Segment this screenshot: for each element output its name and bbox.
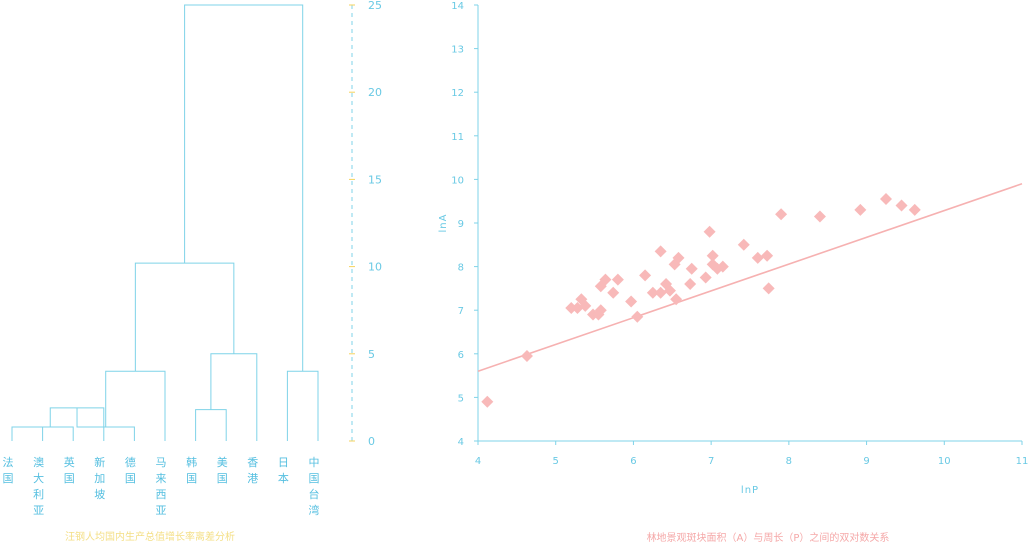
dendrogram-branch (105, 370, 166, 441)
scatter-point (670, 293, 683, 306)
scatter-point (672, 251, 685, 264)
scatter-chart: 4 5 6 7 8 9 10 11 4 5 6 7 8 9 10 11 12 13 14 lnP lnA 林地景观… (438, 1, 1028, 544)
scatter-point (646, 286, 659, 299)
scatter-point (706, 249, 719, 262)
scatter-x-tick-label: 6 (630, 456, 636, 467)
scatter-point (631, 310, 644, 323)
dendrogram-branch (210, 353, 258, 441)
scatter-x-tick-label: 4 (475, 456, 481, 467)
dendrogram-tick-label: 5 (368, 348, 375, 361)
scatter-point (751, 251, 764, 264)
scatter-point (654, 286, 667, 299)
dendrogram-leaf-label: 韩国 (186, 455, 197, 485)
dendrogram-leaf-label: 马来西亚 (156, 456, 167, 517)
dendrogram-leaf-label: 英国 (64, 455, 75, 485)
scatter-x-ticks: 4 5 6 7 8 9 10 11 (475, 441, 1029, 467)
scatter-y-tick-label: 14 (451, 1, 464, 12)
dendrogram-leaf-label: 香港 (247, 456, 258, 485)
scatter-x-tick-label: 7 (708, 456, 714, 467)
scatter-point (703, 225, 716, 238)
dendrogram-leaf-label: 德国 (125, 455, 136, 485)
scatter-point (762, 282, 775, 295)
scatter-x-tick-label: 8 (786, 456, 792, 467)
dendrogram-leaf-label: 美国 (217, 456, 228, 485)
dendrogram-caption: 汪钢人均国内生产总值增长率离差分析 (65, 530, 235, 543)
scatter-y-tick-label: 9 (458, 219, 464, 230)
scatter-y-tick-label: 12 (451, 88, 464, 99)
scatter-x-tick-label: 11 (1016, 456, 1029, 467)
scatter-x-tick-label: 10 (938, 456, 951, 467)
scatter-x-tick-label: 5 (553, 456, 559, 467)
scatter-point (654, 245, 667, 258)
scatter-points (481, 193, 921, 408)
scatter-point (880, 193, 892, 206)
scatter-point (684, 278, 697, 291)
scatter-point (813, 210, 826, 223)
dendrogram-tick-label: 15 (368, 173, 382, 186)
scatter-point (685, 262, 698, 275)
scatter-point (639, 269, 652, 282)
dendrogram-leaf-label: 法国 (3, 455, 14, 485)
dendrogram-tick-label: 10 (368, 261, 382, 274)
scatter-point (699, 271, 712, 284)
scatter-point (663, 284, 676, 297)
scatter-x-axis-title: lnP (741, 485, 759, 496)
scatter-point (737, 238, 750, 251)
dendrogram-tick-label: 25 (368, 0, 382, 12)
dendrogram-tick-label: 20 (368, 86, 382, 99)
scatter-y-ticks: 4 5 6 7 8 9 10 11 12 13 14 (451, 1, 478, 448)
scatter-point (607, 286, 620, 299)
scatter-y-tick-label: 4 (458, 437, 464, 448)
dendrogram-branch (195, 409, 227, 441)
dendrogram-leaf-label: 中国台湾 (309, 456, 320, 517)
dendrogram-ticks: 0 5 10 15 20 25 (349, 0, 382, 448)
scatter-y-tick-label: 7 (458, 306, 464, 317)
scatter-y-tick-label: 10 (451, 175, 464, 186)
scatter-y-tick-label: 6 (458, 350, 464, 361)
scatter-point (625, 295, 638, 308)
scatter-point (761, 249, 774, 262)
scatter-point (716, 260, 729, 273)
dendrogram-branch (27, 426, 74, 441)
scatter-trendline (477, 183, 1023, 372)
scatter-point (565, 302, 578, 315)
scatter-point (481, 395, 494, 408)
scatter-y-tick-label: 13 (451, 45, 464, 56)
dendrogram-leaf-label: 日本 (278, 456, 289, 485)
scatter-y-tick-label: 11 (451, 132, 464, 143)
dendrogram-branch (134, 262, 235, 372)
scatter-y-tick-label: 5 (458, 393, 464, 404)
scatter-point (579, 299, 592, 312)
scatter-point (611, 273, 624, 286)
dendrogram-branch (184, 4, 304, 372)
scatter-x-tick-label: 9 (863, 456, 869, 467)
dendrogram-branch (286, 370, 319, 441)
scatter-point (594, 304, 607, 317)
scatter-point (599, 273, 612, 286)
scatter-point (520, 349, 533, 362)
scatter-point (775, 208, 788, 221)
dendrogram-tick-label: 0 (368, 435, 375, 448)
scatter-y-tick-label: 8 (458, 263, 464, 274)
dendrogram-leaf-label: 澳大利亚 (33, 456, 44, 517)
dendrogram-branches (11, 4, 319, 441)
dendrogram-leaf-label: 新加坡 (94, 455, 105, 501)
scatter-y-axis-title: lnA (438, 214, 449, 233)
scatter-point (908, 203, 921, 216)
scatter-point (854, 203, 867, 216)
dendrogram-branch (11, 426, 44, 441)
scatter-caption: 林地景观斑块面积（A）与周长（P）之间的双对数关系 (647, 531, 890, 544)
scatter-point (895, 199, 908, 212)
